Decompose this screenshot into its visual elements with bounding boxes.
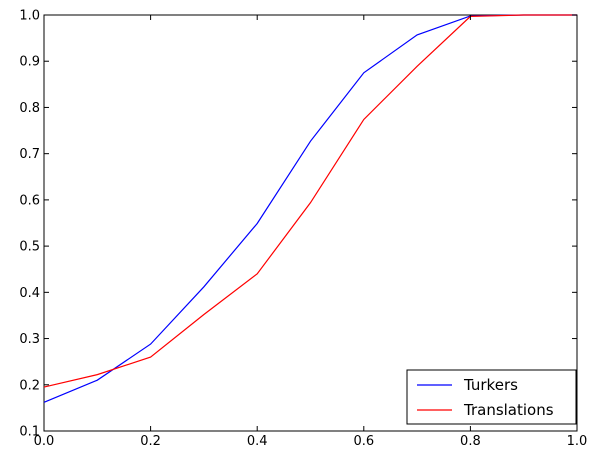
y-tick-label: 0.8	[19, 101, 40, 116]
x-tick-label: 0.4	[247, 434, 268, 449]
series-line-translations	[43, 14, 577, 388]
x-tick-label: 1.0	[567, 434, 588, 449]
axes-frame	[43, 14, 578, 432]
y-tick-label: 1.0	[19, 9, 40, 24]
legend-label-turkers: Turkers	[463, 376, 518, 394]
y-tick-label: 0.1	[19, 425, 40, 440]
y-tick-label: 0.3	[19, 332, 40, 347]
ticks-layer: 0.0 0.2 0.4 0.6 0.8 1.0 0.1 0.2 0.3 0.4 0.5 0.6 0.7 0…	[19, 9, 587, 450]
series-layer	[43, 14, 577, 403]
legend-label-translations: Translations	[463, 401, 554, 419]
x-tick-label: 0.6	[353, 434, 374, 449]
y-tick-label: 0.5	[19, 240, 40, 255]
legend-box	[406, 369, 577, 425]
y-tick-label: 0.4	[19, 286, 40, 301]
plot-area	[43, 14, 578, 432]
y-tick-label: 0.9	[19, 55, 40, 70]
x-tick-label: 0.8	[460, 434, 481, 449]
series-line-turkers	[43, 14, 577, 403]
x-tick-label: 0.2	[140, 434, 161, 449]
y-tick-label: 0.6	[19, 193, 40, 208]
legend: Turkers Translations	[406, 369, 577, 425]
y-tick-label: 0.7	[19, 147, 40, 162]
y-tick-label: 0.2	[19, 378, 40, 393]
x-tick-label: 0.0	[34, 434, 55, 449]
